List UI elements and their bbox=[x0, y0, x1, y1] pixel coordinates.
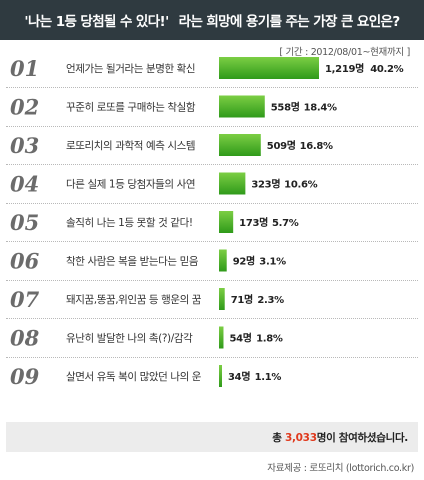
category-label: 살면서 유독 복이 많았던 나의 운 bbox=[66, 371, 202, 383]
percent-label: 40.2% bbox=[370, 64, 403, 75]
total-box bbox=[6, 422, 418, 452]
chart-title: '나는 1등 당첨될 수 있다!' 라는 희망에 용기를 주는 가장 큰 요인은… bbox=[0, 0, 424, 40]
percent-label: 18.4% bbox=[304, 103, 337, 114]
category-label: 유난히 발달한 나의 촉(?)/감각 bbox=[66, 333, 193, 345]
rank-number: 05 bbox=[10, 210, 39, 235]
category-label: 착한 사람은 복을 받는다는 믿음 bbox=[66, 255, 199, 268]
category-label: 다른 실제 1등 당첨자들의 사연 bbox=[66, 179, 195, 191]
title-question: 라는 희망에 용기를 주는 가장 큰 요인은? bbox=[178, 14, 401, 30]
category-label: 로또리치의 과학적 예측 시스템 bbox=[66, 139, 195, 152]
bar bbox=[219, 365, 222, 387]
count-label: 54명 bbox=[229, 332, 251, 345]
rank-number: 06 bbox=[10, 249, 40, 274]
bar bbox=[219, 249, 227, 272]
data-source: 자료제공 : 로또리치 (lottorich.co.kr) bbox=[267, 463, 414, 474]
bar bbox=[219, 134, 261, 156]
rank-number: 02 bbox=[10, 95, 39, 120]
category-label: 돼지꿈,똥꿈,위인꿈 등 행운의 꿈 bbox=[66, 293, 202, 306]
count-label: 1,219명 bbox=[325, 62, 364, 75]
bar bbox=[219, 326, 224, 349]
row-divider bbox=[6, 357, 418, 358]
bar bbox=[219, 57, 319, 79]
rank-number: 01 bbox=[10, 56, 39, 81]
rank-number: 08 bbox=[10, 326, 40, 351]
count-label: 92명 bbox=[233, 255, 255, 268]
count-label: 34명 bbox=[228, 370, 250, 383]
percent-label: 16.8% bbox=[300, 141, 333, 152]
rank-number: 07 bbox=[10, 287, 40, 312]
total-suffix: 명이 참여하셨습니다. bbox=[316, 432, 409, 444]
count-label: 173명 bbox=[239, 216, 268, 229]
row-divider bbox=[6, 87, 418, 88]
category-label: 꾸준히 로또를 구매하는 착실함 bbox=[66, 101, 196, 114]
rank-number: 04 bbox=[10, 172, 39, 197]
count-label: 509명 bbox=[267, 139, 296, 152]
row-divider bbox=[6, 164, 418, 165]
row-divider bbox=[6, 241, 418, 242]
total-participants: 총 3,033명이 참여하셨습니다. bbox=[272, 430, 408, 445]
percent-label: 2.3% bbox=[257, 295, 284, 306]
row-divider bbox=[6, 318, 418, 319]
category-label: 솔직히 나는 1등 못할 것 같다! bbox=[66, 217, 193, 229]
row-divider bbox=[6, 203, 418, 204]
bar bbox=[219, 95, 265, 118]
bar bbox=[219, 288, 225, 310]
row-divider bbox=[6, 280, 418, 281]
percent-label: 10.6% bbox=[284, 180, 317, 191]
count-label: 71명 bbox=[231, 293, 253, 306]
category-label: 언제가는 될거라는 분명한 확신 bbox=[66, 62, 195, 75]
row-divider bbox=[6, 126, 418, 127]
percent-label: 3.1% bbox=[259, 257, 286, 268]
count-label: 323명 bbox=[251, 178, 280, 191]
bar bbox=[219, 172, 246, 195]
percent-label: 1.8% bbox=[256, 334, 283, 345]
rank-number: 03 bbox=[10, 133, 39, 158]
total-number: 3,033 bbox=[284, 432, 317, 444]
percent-label: 1.1% bbox=[255, 372, 282, 383]
bar-chart: 01 언제가는 될거라는 분명한 확신 1,219명 40.2% 02 꾸준히 로또를 구… bbox=[10, 56, 404, 389]
title-quote: '나는 1등 당첨될 수 있다!' bbox=[24, 14, 169, 30]
survey-period: [ 기간 : 2012/08/01~현재까지 ] bbox=[279, 47, 410, 58]
percent-label: 5.7% bbox=[272, 218, 299, 229]
total-prefix: 총 bbox=[272, 432, 285, 444]
rank-number: 09 bbox=[10, 364, 40, 389]
count-label: 558명 bbox=[271, 101, 300, 114]
bar bbox=[219, 211, 234, 233]
